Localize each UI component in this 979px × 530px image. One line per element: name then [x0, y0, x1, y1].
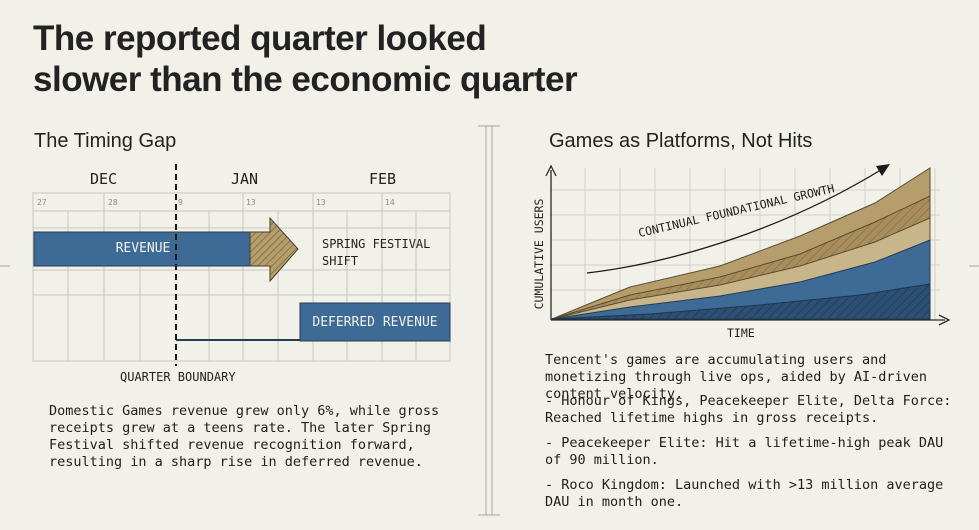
- headline-line-2: slower than the economic quarter: [33, 60, 578, 99]
- timing-gap-title: The Timing Gap: [34, 130, 177, 152]
- day-label: 9: [178, 198, 183, 207]
- deferred-revenue-label: DEFERRED REVENUE: [312, 315, 438, 330]
- growth-arrowhead: [876, 164, 890, 176]
- day-label: 13: [246, 198, 256, 207]
- spring-label-line-2: SHIFT: [322, 254, 359, 268]
- day-label: 13: [316, 198, 326, 207]
- spring-label-line-1: SPRING FESTIVAL: [322, 237, 431, 251]
- platforms-bullets: - Honour of Kings, Peacekeeper Elite, De…: [545, 393, 965, 519]
- day-label: 14: [385, 198, 395, 207]
- platforms-title: Games as Platforms, Not Hits: [549, 130, 813, 152]
- y-axis-label: CUMULATIVE USERS: [532, 198, 546, 310]
- revenue-label: REVENUE: [115, 241, 171, 256]
- spring-shift-arrow: [249, 216, 299, 283]
- spring-festival-label: SPRING FESTIVAL SHIFT: [322, 236, 430, 270]
- timing-gap-paragraph: Domestic Games revenue grew only 6%, whi…: [49, 403, 440, 470]
- day-label: 28: [108, 198, 118, 207]
- headline-line-1: The reported quarter looked: [33, 19, 487, 58]
- growth-curve: [586, 167, 885, 274]
- quarter-boundary-label: QUARTER BOUNDARY: [120, 370, 236, 384]
- platforms-paragraph: Tencent's games are accumulating users a…: [545, 352, 928, 402]
- day-label: 27: [37, 198, 47, 207]
- month-feb: FEB: [369, 170, 397, 188]
- bullet-item: - Roco Kingdom: Launched with >13 millio…: [545, 477, 944, 510]
- bullet-item: - Honour of Kings, Peacekeeper Elite, De…: [545, 393, 952, 426]
- headline: The reported quarter looked slower than …: [33, 18, 673, 100]
- month-dec: DEC: [90, 170, 118, 188]
- month-jan: JAN: [231, 170, 259, 188]
- x-axis-label: TIME: [727, 326, 755, 340]
- area-layer-dark-blue: [551, 283, 931, 320]
- panel-divider: [478, 125, 500, 516]
- bullet-item: - Peacekeeper Elite: Hit a lifetime-high…: [545, 435, 944, 468]
- deferred-revenue-bar: [299, 302, 451, 342]
